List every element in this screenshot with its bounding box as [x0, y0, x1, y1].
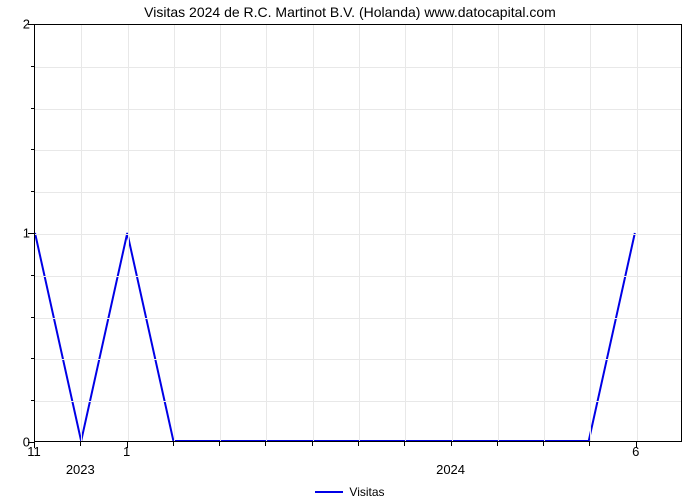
y-tick-mark — [28, 233, 34, 234]
gridline-v — [313, 25, 314, 441]
x-tick-mark — [127, 442, 128, 448]
y-tick-label: 2 — [4, 17, 30, 32]
x-minor-tick — [80, 442, 81, 446]
y-minor-tick — [31, 66, 34, 67]
gridline-v — [359, 25, 360, 441]
y-minor-tick — [31, 108, 34, 109]
y-tick-mark — [28, 24, 34, 25]
legend-label: Visitas — [349, 485, 384, 499]
gridline-h — [35, 401, 681, 402]
visits-chart: Visitas 2024 de R.C. Martinot B.V. (Hola… — [0, 0, 700, 500]
x-minor-tick — [543, 442, 544, 446]
x-minor-tick — [173, 442, 174, 446]
plot-area — [34, 24, 682, 442]
x-tick-mark — [34, 442, 35, 448]
y-minor-tick — [31, 400, 34, 401]
chart-title: Visitas 2024 de R.C. Martinot B.V. (Hola… — [0, 4, 700, 20]
x-minor-tick — [497, 442, 498, 446]
gridline-v — [452, 25, 453, 441]
gridline-h — [35, 318, 681, 319]
line-series — [35, 25, 681, 441]
gridline-v — [81, 25, 82, 441]
y-tick-label: 0 — [4, 435, 30, 450]
x-tick-mark — [636, 442, 637, 448]
gridline-v — [266, 25, 267, 441]
y-minor-tick — [31, 191, 34, 192]
gridline-h — [35, 109, 681, 110]
x-minor-tick — [404, 442, 405, 446]
y-minor-tick — [31, 358, 34, 359]
gridline-v — [637, 25, 638, 441]
gridline-v — [174, 25, 175, 441]
gridline-v — [220, 25, 221, 441]
gridline-h — [35, 150, 681, 151]
x-minor-tick — [358, 442, 359, 446]
gridline-h — [35, 276, 681, 277]
gridline-h — [35, 67, 681, 68]
gridline-v — [405, 25, 406, 441]
gridline-v — [498, 25, 499, 441]
legend-swatch — [315, 491, 343, 493]
x-year-label: 2023 — [66, 462, 95, 477]
y-minor-tick — [31, 275, 34, 276]
x-minor-tick — [312, 442, 313, 446]
gridline-v — [128, 25, 129, 441]
x-minor-tick — [589, 442, 590, 446]
x-minor-tick — [265, 442, 266, 446]
y-minor-tick — [31, 149, 34, 150]
gridline-h — [35, 359, 681, 360]
x-year-label: 2024 — [436, 462, 465, 477]
x-minor-tick — [219, 442, 220, 446]
gridline-h — [35, 234, 681, 235]
gridline-v — [544, 25, 545, 441]
gridline-v — [590, 25, 591, 441]
y-minor-tick — [31, 317, 34, 318]
legend: Visitas — [0, 484, 700, 499]
gridline-h — [35, 192, 681, 193]
y-tick-label: 1 — [4, 226, 30, 241]
x-minor-tick — [451, 442, 452, 446]
